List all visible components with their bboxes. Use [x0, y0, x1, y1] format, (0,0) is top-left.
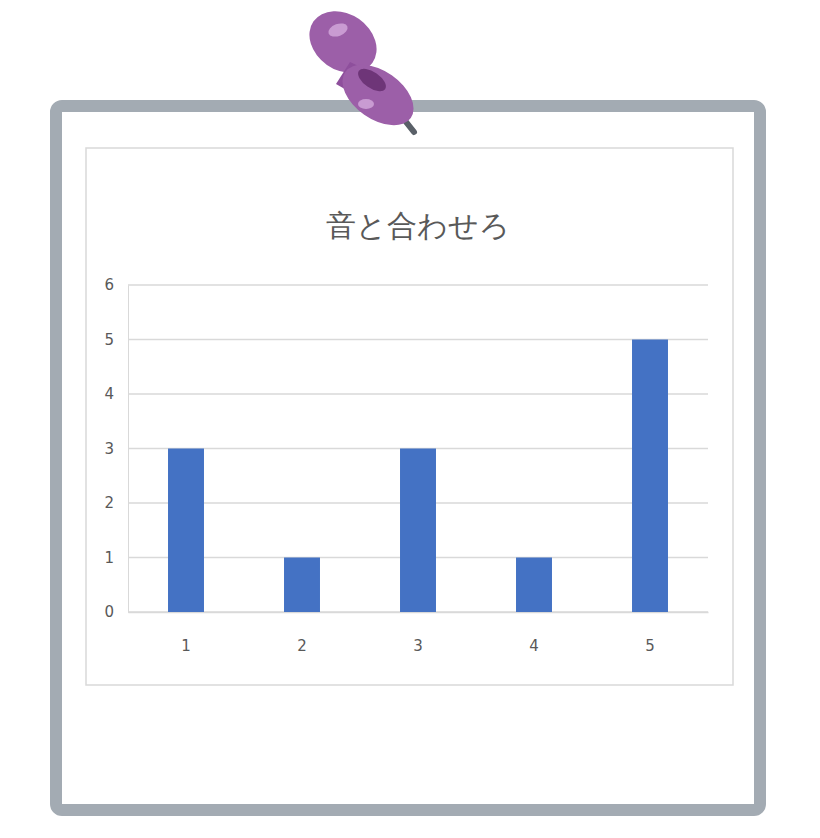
grid-line	[128, 393, 708, 395]
y-tick: 0	[104, 603, 128, 621]
bar	[284, 558, 320, 613]
y-axis: 0 1 2 3 4 5 6	[104, 276, 128, 621]
x-tick: 2	[297, 612, 307, 655]
pin-highlight	[327, 21, 350, 39]
chart-title: 音と合わせろ	[326, 208, 510, 243]
grid-line	[128, 284, 708, 286]
bar	[632, 340, 668, 613]
y-tick-label: 4	[104, 385, 114, 403]
pin-shadow	[354, 64, 389, 95]
bars	[168, 340, 668, 613]
pin-highlight	[358, 99, 374, 109]
y-tick-label: 3	[104, 440, 114, 458]
bar	[168, 449, 204, 613]
y-axis-line	[128, 286, 129, 613]
x-axis: 1 2 3 4 5	[129, 612, 709, 655]
y-tick-label: 5	[104, 331, 114, 349]
y-tick: 2	[104, 494, 128, 512]
bar	[400, 449, 436, 613]
card-frame	[56, 106, 760, 810]
pin-base	[331, 52, 424, 137]
x-tick: 1	[181, 612, 191, 655]
x-tick: 3	[413, 612, 423, 655]
y-tick: 6	[104, 276, 128, 294]
x-tick: 5	[645, 612, 655, 655]
grid	[128, 285, 708, 612]
x-tick-label: 5	[645, 637, 655, 655]
x-tick-label: 1	[181, 637, 191, 655]
y-tick-label: 1	[104, 549, 114, 567]
x-tick-label: 3	[413, 637, 423, 655]
pushpin	[297, 0, 424, 138]
y-tick-label: 0	[104, 603, 114, 621]
y-tick-label: 6	[104, 276, 114, 294]
x-tick: 4	[529, 612, 539, 655]
y-tick: 5	[104, 331, 128, 349]
x-tick-label: 4	[529, 637, 539, 655]
canvas: 音と合わせろ 0 1 2 3 4 5 6 1 2 3 4 5	[0, 0, 820, 838]
y-tick: 1	[104, 549, 128, 567]
y-tick: 3	[104, 440, 128, 458]
x-tick-label: 2	[297, 637, 307, 655]
bar	[516, 558, 552, 613]
grid-line	[128, 339, 708, 341]
chart-box	[86, 148, 733, 685]
y-tick: 4	[104, 385, 128, 403]
y-tick-label: 2	[104, 494, 114, 512]
